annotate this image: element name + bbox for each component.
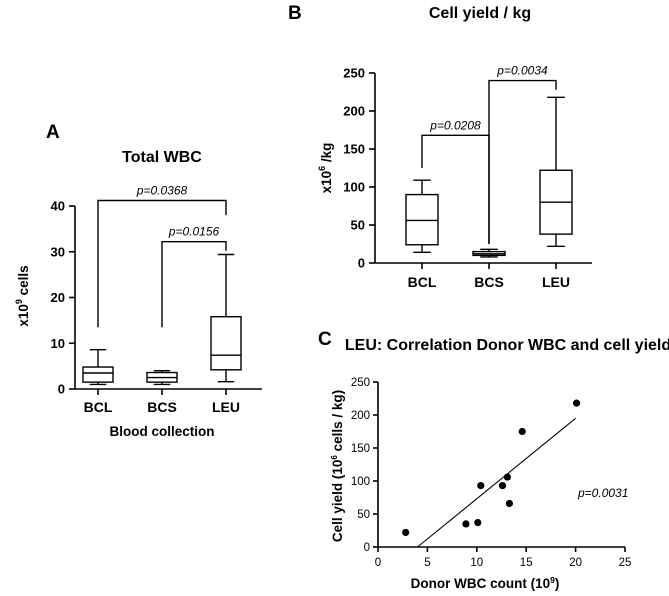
panel-b-y-tick-label: 200 (343, 104, 365, 119)
panel-a-y-tick-label: 0 (58, 382, 65, 397)
panel-c-x-tick-label: 20 (569, 557, 582, 569)
panel-c-y-axis-label: Cell yield (106 cells / kg) (330, 390, 345, 542)
panel-c-data-point (474, 518, 482, 527)
panel-b-category-label: LEU (542, 274, 570, 290)
panel-a-y-axis-label: x109 cells (14, 265, 31, 326)
panel-b-box-bcl (405, 193, 439, 246)
panel-a-y-tick-label: 20 (51, 290, 65, 305)
panel-c-data-point (462, 520, 470, 528)
panel-c-y-tick-label: 200 (351, 410, 370, 422)
panel-c-data-point (572, 399, 581, 407)
panel-c-x-axis-label: Donor WBC count (109) (411, 575, 560, 591)
panel-c-x-tick-label: 5 (424, 557, 430, 569)
panel-c-x-tick-label: 0 (375, 557, 381, 569)
panel-b-y-axis-label: x106 /kg (317, 143, 334, 194)
panel-c-title: LEU: Correlation Donor WBC and cell yiel… (345, 337, 669, 354)
panel-a-significance-bracket (161, 240, 227, 328)
panel-b-p-value: p=0.0208 (429, 118, 481, 132)
panel-a-significance-bracket (97, 199, 227, 328)
panel-c-x-tick-label: 10 (470, 557, 483, 569)
panel-a-category-label: LEU (212, 399, 240, 415)
panel-c-p-value: p=0.0031 (577, 486, 628, 500)
panel-c-y-tick-label: 150 (351, 443, 370, 455)
panel-a-x-axis-label: Blood collection (109, 424, 214, 439)
panel-c-letter: C (318, 329, 332, 350)
panel-c-data-point (498, 482, 507, 490)
panel-c-data-point (518, 427, 526, 436)
panel-b-y-tick-label: 150 (343, 142, 365, 157)
panel-c-data-point (402, 528, 410, 537)
panel-b: B Cell yield / kg x106 /kg 0 50 100 150 200 2… (288, 3, 592, 290)
panel-b-category-label: BCL (408, 274, 437, 290)
panel-c-data-point (505, 499, 514, 508)
panel-a: A Total WBC x109 cells Blood collection … (14, 122, 262, 439)
panel-c-y-tick-label: 50 (357, 509, 370, 521)
panel-c-x-tick-label: 25 (619, 557, 632, 569)
panel-c: C LEU: Correlation Donor WBC and cell yi… (318, 329, 669, 591)
panel-b-p-value: p=0.0034 (496, 64, 548, 78)
panel-b-y-tick-label: 0 (358, 256, 365, 271)
panel-a-y-tick-label: 30 (51, 244, 65, 259)
panel-c-y-tick-label: 0 (364, 542, 370, 554)
panel-a-p-value: p=0.0368 (136, 184, 188, 198)
panel-b-category-label: BCS (474, 274, 504, 290)
panel-a-p-value: p=0.0156 (168, 225, 220, 239)
panel-a-category-label: BCL (84, 399, 113, 415)
panel-a-y-tick-label: 40 (51, 199, 65, 214)
panel-b-letter: B (288, 3, 302, 24)
panel-b-significance-bracket (488, 79, 557, 244)
panel-b-y-tick-label: 100 (343, 180, 365, 195)
panel-b-title: Cell yield / kg (429, 5, 531, 22)
panel-c-x-tick-label: 15 (520, 557, 533, 569)
panel-b-y-tick-label: 250 (343, 66, 365, 81)
panel-c-data-point (503, 473, 512, 481)
panel-c-data-point (477, 482, 485, 490)
panel-c-y-tick-label: 250 (351, 377, 370, 389)
panel-c-regression-line (417, 417, 576, 548)
panel-a-box-bcl (82, 366, 114, 383)
panel-a-box-leu (210, 316, 242, 371)
panel-a-y-tick-label: 10 (51, 336, 65, 351)
panel-a-category-label: BCS (147, 399, 177, 415)
panel-b-y-tick-label: 50 (351, 218, 365, 233)
panel-a-letter: A (46, 122, 60, 143)
panel-a-title: Total WBC (122, 149, 202, 166)
panel-c-y-tick-label: 100 (351, 476, 370, 488)
